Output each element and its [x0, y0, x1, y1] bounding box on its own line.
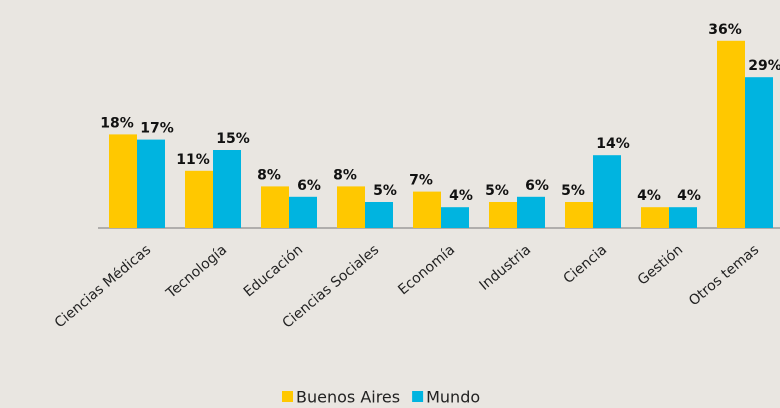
data-label: 11%: [176, 152, 210, 168]
bar: [565, 202, 593, 228]
legend-label: Mundo: [426, 388, 480, 407]
bar: [745, 77, 773, 228]
data-label: 36%: [708, 22, 742, 38]
data-label: 4%: [637, 188, 661, 204]
data-label: 15%: [216, 131, 250, 147]
bar: [517, 196, 545, 228]
data-label: 8%: [333, 167, 357, 183]
bar: [213, 150, 241, 228]
data-label: 5%: [561, 183, 585, 199]
data-label: 6%: [297, 178, 321, 194]
data-label: 8%: [257, 167, 281, 183]
bar: [717, 40, 745, 228]
bar: [337, 186, 365, 228]
bar: [109, 134, 137, 228]
data-label: 6%: [525, 178, 549, 194]
bar: [413, 191, 441, 228]
data-label: 17%: [140, 121, 174, 137]
data-label: 5%: [373, 183, 397, 199]
bar: [365, 202, 393, 228]
data-label: 4%: [677, 188, 701, 204]
bar: [641, 207, 669, 228]
legend-swatch: [282, 391, 293, 402]
bar: [593, 155, 621, 228]
data-label: 18%: [100, 115, 134, 131]
data-label: 5%: [485, 183, 509, 199]
legend-swatch: [412, 391, 424, 402]
data-label: 4%: [449, 188, 473, 204]
legend-label: Buenos Aires: [296, 388, 400, 407]
bar: [441, 207, 469, 228]
bar: [489, 202, 517, 228]
data-label: 7%: [409, 173, 433, 189]
bar: [261, 186, 289, 228]
bar: [185, 170, 213, 228]
data-label: 29%: [748, 58, 780, 74]
bar: [669, 207, 697, 228]
bar: [137, 139, 165, 228]
data-label: 14%: [596, 136, 630, 152]
bar: [289, 196, 317, 228]
